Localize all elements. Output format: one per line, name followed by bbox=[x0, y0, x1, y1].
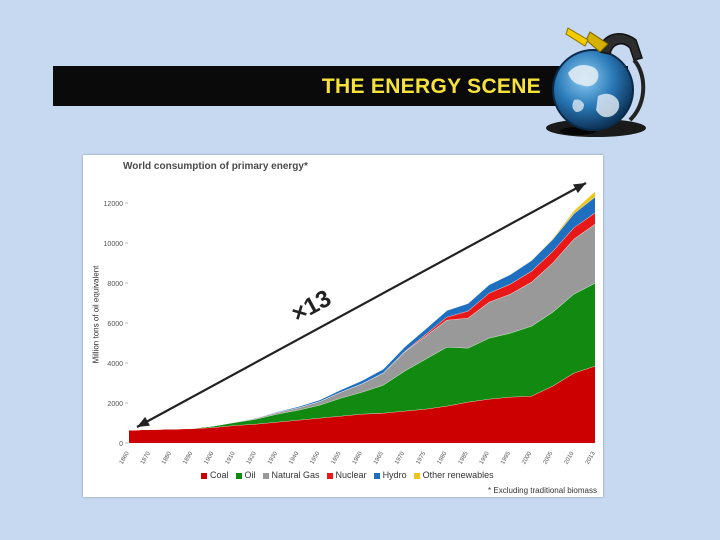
y-tick-label: 12000 bbox=[104, 201, 124, 208]
legend-label: Hydro bbox=[382, 470, 407, 480]
y-tick-label: 0 bbox=[119, 441, 123, 448]
legend-label: Coal bbox=[210, 470, 229, 480]
x-tick-label: 1890 bbox=[182, 450, 194, 465]
legend-item-other-renewables: Other renewables bbox=[413, 470, 494, 480]
title-bar: THE ENERGY SCENE bbox=[53, 66, 628, 106]
x-tick-label: 1970 bbox=[394, 450, 406, 465]
x-tick-label: 2013 bbox=[585, 450, 597, 465]
area-series-oil bbox=[129, 283, 595, 430]
x-tick-label: 1870 bbox=[140, 450, 152, 465]
globe-fuel-nozzle-icon bbox=[546, 27, 646, 137]
legend-swatch bbox=[235, 472, 242, 479]
x-tick-label: 1975 bbox=[415, 450, 427, 465]
growth-arrow-head bbox=[137, 416, 150, 427]
x-tick-label: 2010 bbox=[564, 450, 576, 465]
x-tick-label: 2005 bbox=[542, 450, 554, 465]
x-tick-label: 1995 bbox=[500, 450, 512, 465]
area-series-natural-gas bbox=[129, 224, 595, 430]
legend-swatch bbox=[413, 472, 420, 479]
chart-card: World consumption of primary energy* Mil… bbox=[83, 155, 603, 497]
x-tick-label: 1960 bbox=[352, 450, 364, 465]
legend-item-nuclear: Nuclear bbox=[326, 470, 367, 480]
y-tick-label: 4000 bbox=[107, 361, 123, 368]
y-tick-label: 10000 bbox=[104, 241, 124, 248]
x-tick-label: 1980 bbox=[437, 450, 449, 465]
x-tick-label: 1910 bbox=[225, 450, 237, 465]
y-tick-label: 8000 bbox=[107, 281, 123, 288]
area-series-coal bbox=[129, 366, 595, 443]
growth-annotation: ×13 bbox=[287, 285, 336, 328]
x-tick-label: 1985 bbox=[458, 450, 470, 465]
legend-swatch bbox=[373, 472, 380, 479]
area-series-hydro bbox=[129, 196, 595, 430]
legend-label: Other renewables bbox=[422, 470, 494, 480]
x-tick-label: 1930 bbox=[267, 450, 279, 465]
x-tick-label: 1990 bbox=[479, 450, 491, 465]
legend-label: Natural Gas bbox=[271, 470, 320, 480]
legend-item-oil: Oil bbox=[235, 470, 256, 480]
growth-arrow-head bbox=[573, 183, 586, 194]
chart-title: World consumption of primary energy* bbox=[123, 161, 308, 172]
y-tick-label: 2000 bbox=[107, 401, 123, 408]
slide-title: THE ENERGY SCENE bbox=[321, 75, 541, 98]
chart-footnote: * Excluding traditional biomass bbox=[488, 486, 597, 495]
legend-swatch bbox=[262, 472, 269, 479]
legend-item-coal: Coal bbox=[201, 470, 229, 480]
legend-item-hydro: Hydro bbox=[373, 470, 407, 480]
legend-label: Nuclear bbox=[335, 470, 367, 480]
x-tick-label: 1940 bbox=[288, 450, 300, 465]
legend-item-natural-gas: Natural Gas bbox=[262, 470, 320, 480]
x-tick-label: 2000 bbox=[521, 450, 533, 465]
x-tick-label: 1950 bbox=[309, 450, 321, 465]
chart-plot: 0 2000 4000 6000 8000 10000 12000 1860 1870 1880 1… bbox=[104, 182, 597, 466]
x-tick-label: 1955 bbox=[331, 450, 343, 465]
chart-legend: Coal Oil Natural Gas Nuclear Hydro Other rene… bbox=[201, 470, 501, 480]
y-tick-label: 6000 bbox=[107, 321, 123, 328]
x-tick-label: 1965 bbox=[373, 450, 385, 465]
legend-label: Oil bbox=[244, 470, 256, 480]
legend-swatch bbox=[326, 472, 333, 479]
x-tick-label: 1880 bbox=[161, 450, 173, 465]
x-tick-label: 1860 bbox=[119, 450, 131, 465]
x-tick-label: 1920 bbox=[246, 450, 258, 465]
legend-swatch bbox=[201, 472, 207, 479]
growth-arrow-line bbox=[136, 182, 587, 428]
series-edge-other-renewables bbox=[128, 190, 596, 431]
x-tick-label: 1900 bbox=[204, 450, 216, 465]
